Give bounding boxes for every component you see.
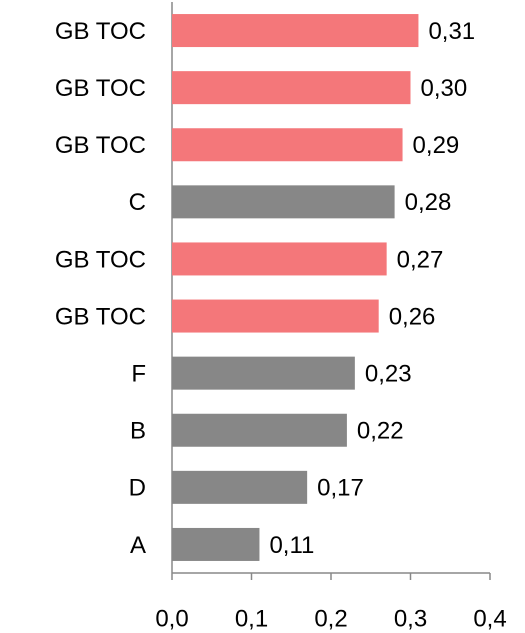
- value-label: 0,27: [397, 246, 444, 273]
- value-label: 0,28: [405, 189, 452, 216]
- y-tick-label: D: [129, 475, 146, 502]
- bar: [172, 470, 308, 504]
- bar: [172, 71, 411, 105]
- y-tick-label: A: [130, 532, 146, 559]
- y-tick-label: GB TOC: [55, 18, 146, 45]
- bar: [172, 299, 379, 333]
- value-label: 0,17: [317, 475, 364, 502]
- bar: [172, 14, 419, 48]
- bar: [172, 413, 347, 447]
- value-label: 0,26: [389, 303, 436, 330]
- value-label: 0,22: [357, 418, 404, 445]
- x-tick-label: 0,3: [394, 605, 427, 632]
- value-label: 0,23: [365, 360, 412, 387]
- value-label: 0,30: [421, 75, 468, 102]
- value-label: 0,31: [428, 18, 475, 45]
- value-label: 0,29: [413, 132, 460, 159]
- x-tick-label: 0,4: [473, 605, 506, 632]
- bar: [172, 356, 355, 390]
- y-tick-label: GB TOC: [55, 246, 146, 273]
- y-tick-label: GB TOC: [55, 75, 146, 102]
- y-tick-label: C: [129, 189, 146, 216]
- y-tick-label: GB TOC: [55, 132, 146, 159]
- x-tick-label: 0,2: [314, 605, 347, 632]
- bar: [172, 242, 387, 276]
- x-tick-label: 0,1: [235, 605, 268, 632]
- x-tick-label: 0,0: [155, 605, 188, 632]
- y-tick-label: B: [130, 418, 146, 445]
- bar: [172, 128, 403, 162]
- bar: [172, 185, 395, 219]
- value-label: 0,11: [269, 532, 314, 559]
- y-tick-label: F: [131, 360, 146, 387]
- bar: [172, 527, 260, 561]
- y-tick-label: GB TOC: [55, 303, 146, 330]
